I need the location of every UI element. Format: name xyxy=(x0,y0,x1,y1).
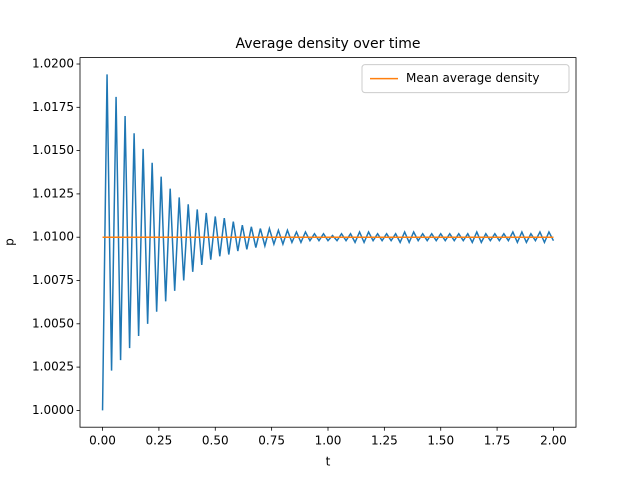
series-line xyxy=(101,74,555,411)
y-tick-label: 1.0000 xyxy=(32,403,74,417)
legend-box xyxy=(361,64,570,94)
x-tick-label: 1.50 xyxy=(427,434,454,448)
chart-title: Average density over time xyxy=(235,36,420,52)
y-tick-label: 1.0075 xyxy=(32,273,74,287)
y-tick-label: 1.0150 xyxy=(32,143,74,157)
x-tick-label: 0.50 xyxy=(202,434,229,448)
x-tick-label: 0.75 xyxy=(258,434,285,448)
y-tick-label: 1.0025 xyxy=(32,360,74,374)
x-tick-label: 2.00 xyxy=(540,434,567,448)
x-tick-label: 0.00 xyxy=(89,434,116,448)
x-tick-label: 1.00 xyxy=(315,434,342,448)
y-tick-label: 1.0100 xyxy=(32,230,74,244)
y-axis-label: p xyxy=(3,238,17,246)
x-axis-label: t xyxy=(326,455,331,469)
y-tick-label: 1.0175 xyxy=(32,100,74,114)
y-tick-label: 1.0200 xyxy=(32,57,74,71)
plot-frame xyxy=(79,57,577,428)
x-tick-label: 1.25 xyxy=(371,434,398,448)
x-tick-label: 1.75 xyxy=(484,434,511,448)
y-tick-label: 1.0050 xyxy=(32,316,74,330)
legend-label: Mean average density xyxy=(406,71,539,85)
y-tick-label: 1.0125 xyxy=(32,186,74,200)
x-tick-label: 0.25 xyxy=(146,434,173,448)
